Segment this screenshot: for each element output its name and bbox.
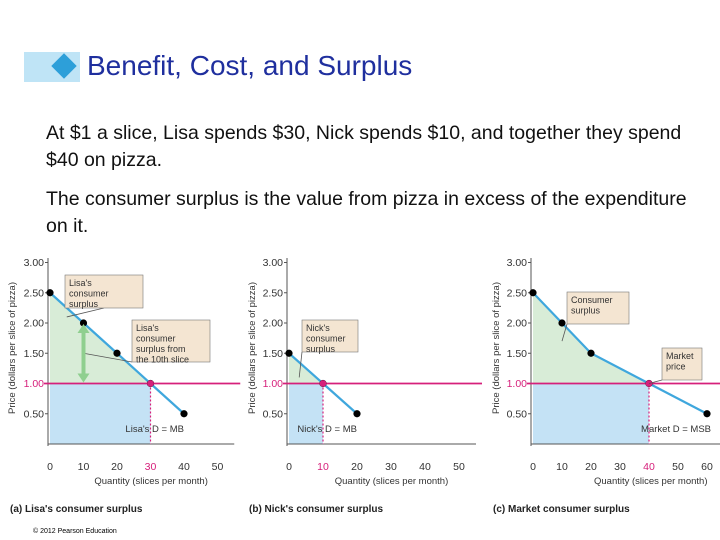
market-x-axis-title: Quantity (slices per month) — [594, 476, 708, 487]
lisa-y-tick-label: 1.00 — [24, 378, 45, 390]
copyright-notice: © 2012 Pearson Education — [33, 528, 117, 535]
market-callout-text: Market — [666, 351, 694, 361]
nick-expenditure-area — [289, 383, 323, 444]
market-y-axis-title: Price (dollars per slice of pizza) — [491, 282, 502, 414]
market-x-tick-label: 60 — [701, 461, 713, 473]
market-demand-label: Market D = MSB — [641, 424, 711, 435]
lisa-callout-text: Lisa's — [69, 278, 92, 288]
nick-y-tick-label: 1.00 — [263, 378, 284, 390]
market-callout-text: Consumer — [571, 295, 613, 305]
market-demand-point — [529, 289, 537, 297]
market-y-tick-label: 0.50 — [507, 408, 528, 420]
paragraph-spending: At $1 a slice, Lisa spends $30, Nick spe… — [46, 122, 682, 171]
lisa-callout-box — [64, 274, 144, 309]
lisa-y-tick-label: 1.50 — [24, 348, 45, 360]
nick-x-tick-label: 30 — [385, 461, 397, 473]
nick-x-tick-label: 50 — [453, 461, 465, 473]
lisa-panel-label: (a) Lisa's consumer surplus — [10, 504, 143, 515]
nick-callout-box — [301, 319, 359, 353]
lisa-callout-pointer — [66, 307, 105, 318]
nick-y-tick-label: 1.50 — [263, 348, 284, 360]
market-x-tick-label: 20 — [585, 461, 597, 473]
lisa-callout-box — [131, 319, 211, 363]
nick-x-tick-label: 0 — [286, 461, 292, 473]
market-y-tick-label: 2.00 — [507, 318, 528, 330]
nick-x-tick-label: 40 — [419, 461, 431, 473]
market-x-tick-label: 0 — [530, 461, 536, 473]
nick-callout-text: Nick's — [306, 323, 330, 333]
market-y-tick-label: 1.00 — [507, 378, 528, 390]
nick-equilibrium-point — [319, 380, 327, 387]
market-y-tick-label: 2.50 — [507, 287, 528, 299]
nick-demand-point — [285, 349, 293, 357]
nick-callout-pointer — [298, 351, 303, 378]
lisa-x-axis-title: Quantity (slices per month) — [94, 476, 208, 487]
lisa-callout-pointer — [83, 352, 133, 363]
lisa-demand-label: Lisa's D = MB — [125, 424, 184, 435]
market-x-tick-label: 50 — [672, 461, 684, 473]
nick-x-tick-label: 20 — [351, 461, 363, 473]
market-x-tick-label: 10 — [556, 461, 568, 473]
market-demand-point — [558, 319, 566, 327]
lisa-callout-text: consumer — [69, 289, 109, 299]
lisa-callout-text: Lisa's — [136, 323, 159, 333]
lisa-surplus-arrow-head-top — [77, 324, 90, 333]
lisa-callout-text: consumer — [136, 334, 176, 344]
lisa-demand-point — [113, 349, 121, 357]
lisa-demand-point — [46, 289, 54, 297]
lisa-x-tick-label: 30 — [145, 461, 157, 473]
lisa-equilibrium-point — [147, 380, 154, 387]
market-consumer-surplus-area — [533, 292, 649, 384]
nick-demand-point — [353, 410, 361, 418]
market-y-tick-label: 3.00 — [507, 257, 528, 269]
lisa-x-tick-label: 0 — [47, 461, 53, 473]
market-callout-text: price — [666, 362, 686, 372]
lisa-y-tick-label: 0.50 — [24, 408, 45, 420]
lisa-x-tick-label: 10 — [78, 461, 90, 473]
market-callout-box — [566, 291, 630, 325]
lisa-surplus-arrow-head-bottom — [77, 373, 90, 383]
lisa-x-tick-label: 50 — [212, 461, 224, 473]
market-callout-pointer — [648, 379, 663, 384]
market-demand-point — [703, 410, 711, 418]
nick-y-tick-label: 2.00 — [263, 318, 284, 330]
nick-callout-text: consumer — [306, 334, 346, 344]
market-equilibrium-point — [645, 380, 653, 387]
market-callout-box — [661, 347, 703, 381]
lisa-x-tick-label: 20 — [111, 461, 123, 473]
lisa-y-tick-label: 3.00 — [24, 257, 45, 269]
consumer-surplus-charts: 0.50 1.00 1.50 2.00 2.50 3.00 0 10 20 30 40 50 Lisa'… — [7, 257, 720, 515]
nick-y-tick-label: 2.50 — [263, 287, 284, 299]
market-x-tick-label: 40 — [643, 461, 655, 473]
market-panel-label: (c) Market consumer surplus — [493, 504, 630, 515]
nick-panel-label: (b) Nick's consumer surplus — [249, 504, 384, 515]
nick-x-axis-title: Quantity (slices per month) — [335, 476, 449, 487]
lisa-y-tick-label: 2.00 — [24, 318, 45, 330]
market-callout-text: surplus — [571, 306, 601, 316]
lisa-expenditure-area — [50, 383, 151, 444]
nick-demand-label: Nick's D = MB — [297, 424, 357, 435]
lisa-y-tick-label: 2.50 — [24, 287, 45, 299]
market-y-tick-label: 1.50 — [507, 348, 528, 360]
nick-y-tick-label: 0.50 — [263, 408, 284, 420]
market-callout-pointer — [561, 323, 568, 342]
market-x-tick-label: 30 — [614, 461, 626, 473]
nick-x-tick-label: 10 — [317, 461, 329, 473]
nick-callout-text: surplus — [306, 344, 336, 354]
lisa-demand-point — [180, 410, 188, 418]
market-demand-point — [587, 349, 595, 357]
paragraph-consumer-surplus: The consumer surplus is the value from p… — [46, 188, 687, 237]
nick-y-axis-title: Price (dollars per slice of pizza) — [247, 282, 258, 414]
lisa-callout-text: the 10th slice — [136, 355, 189, 365]
lisa-callout-text: surplus from — [136, 344, 186, 354]
nick-y-tick-label: 3.00 — [263, 257, 284, 269]
lisa-y-axis-title: Price (dollars per slice of pizza) — [7, 282, 18, 414]
lisa-x-tick-label: 40 — [178, 461, 190, 473]
lisa-demand-point — [79, 319, 88, 327]
slide-title: Benefit, Cost, and Surplus — [87, 50, 413, 81]
market-expenditure-area — [533, 383, 649, 444]
lisa-callout-text: surplus — [69, 299, 99, 309]
